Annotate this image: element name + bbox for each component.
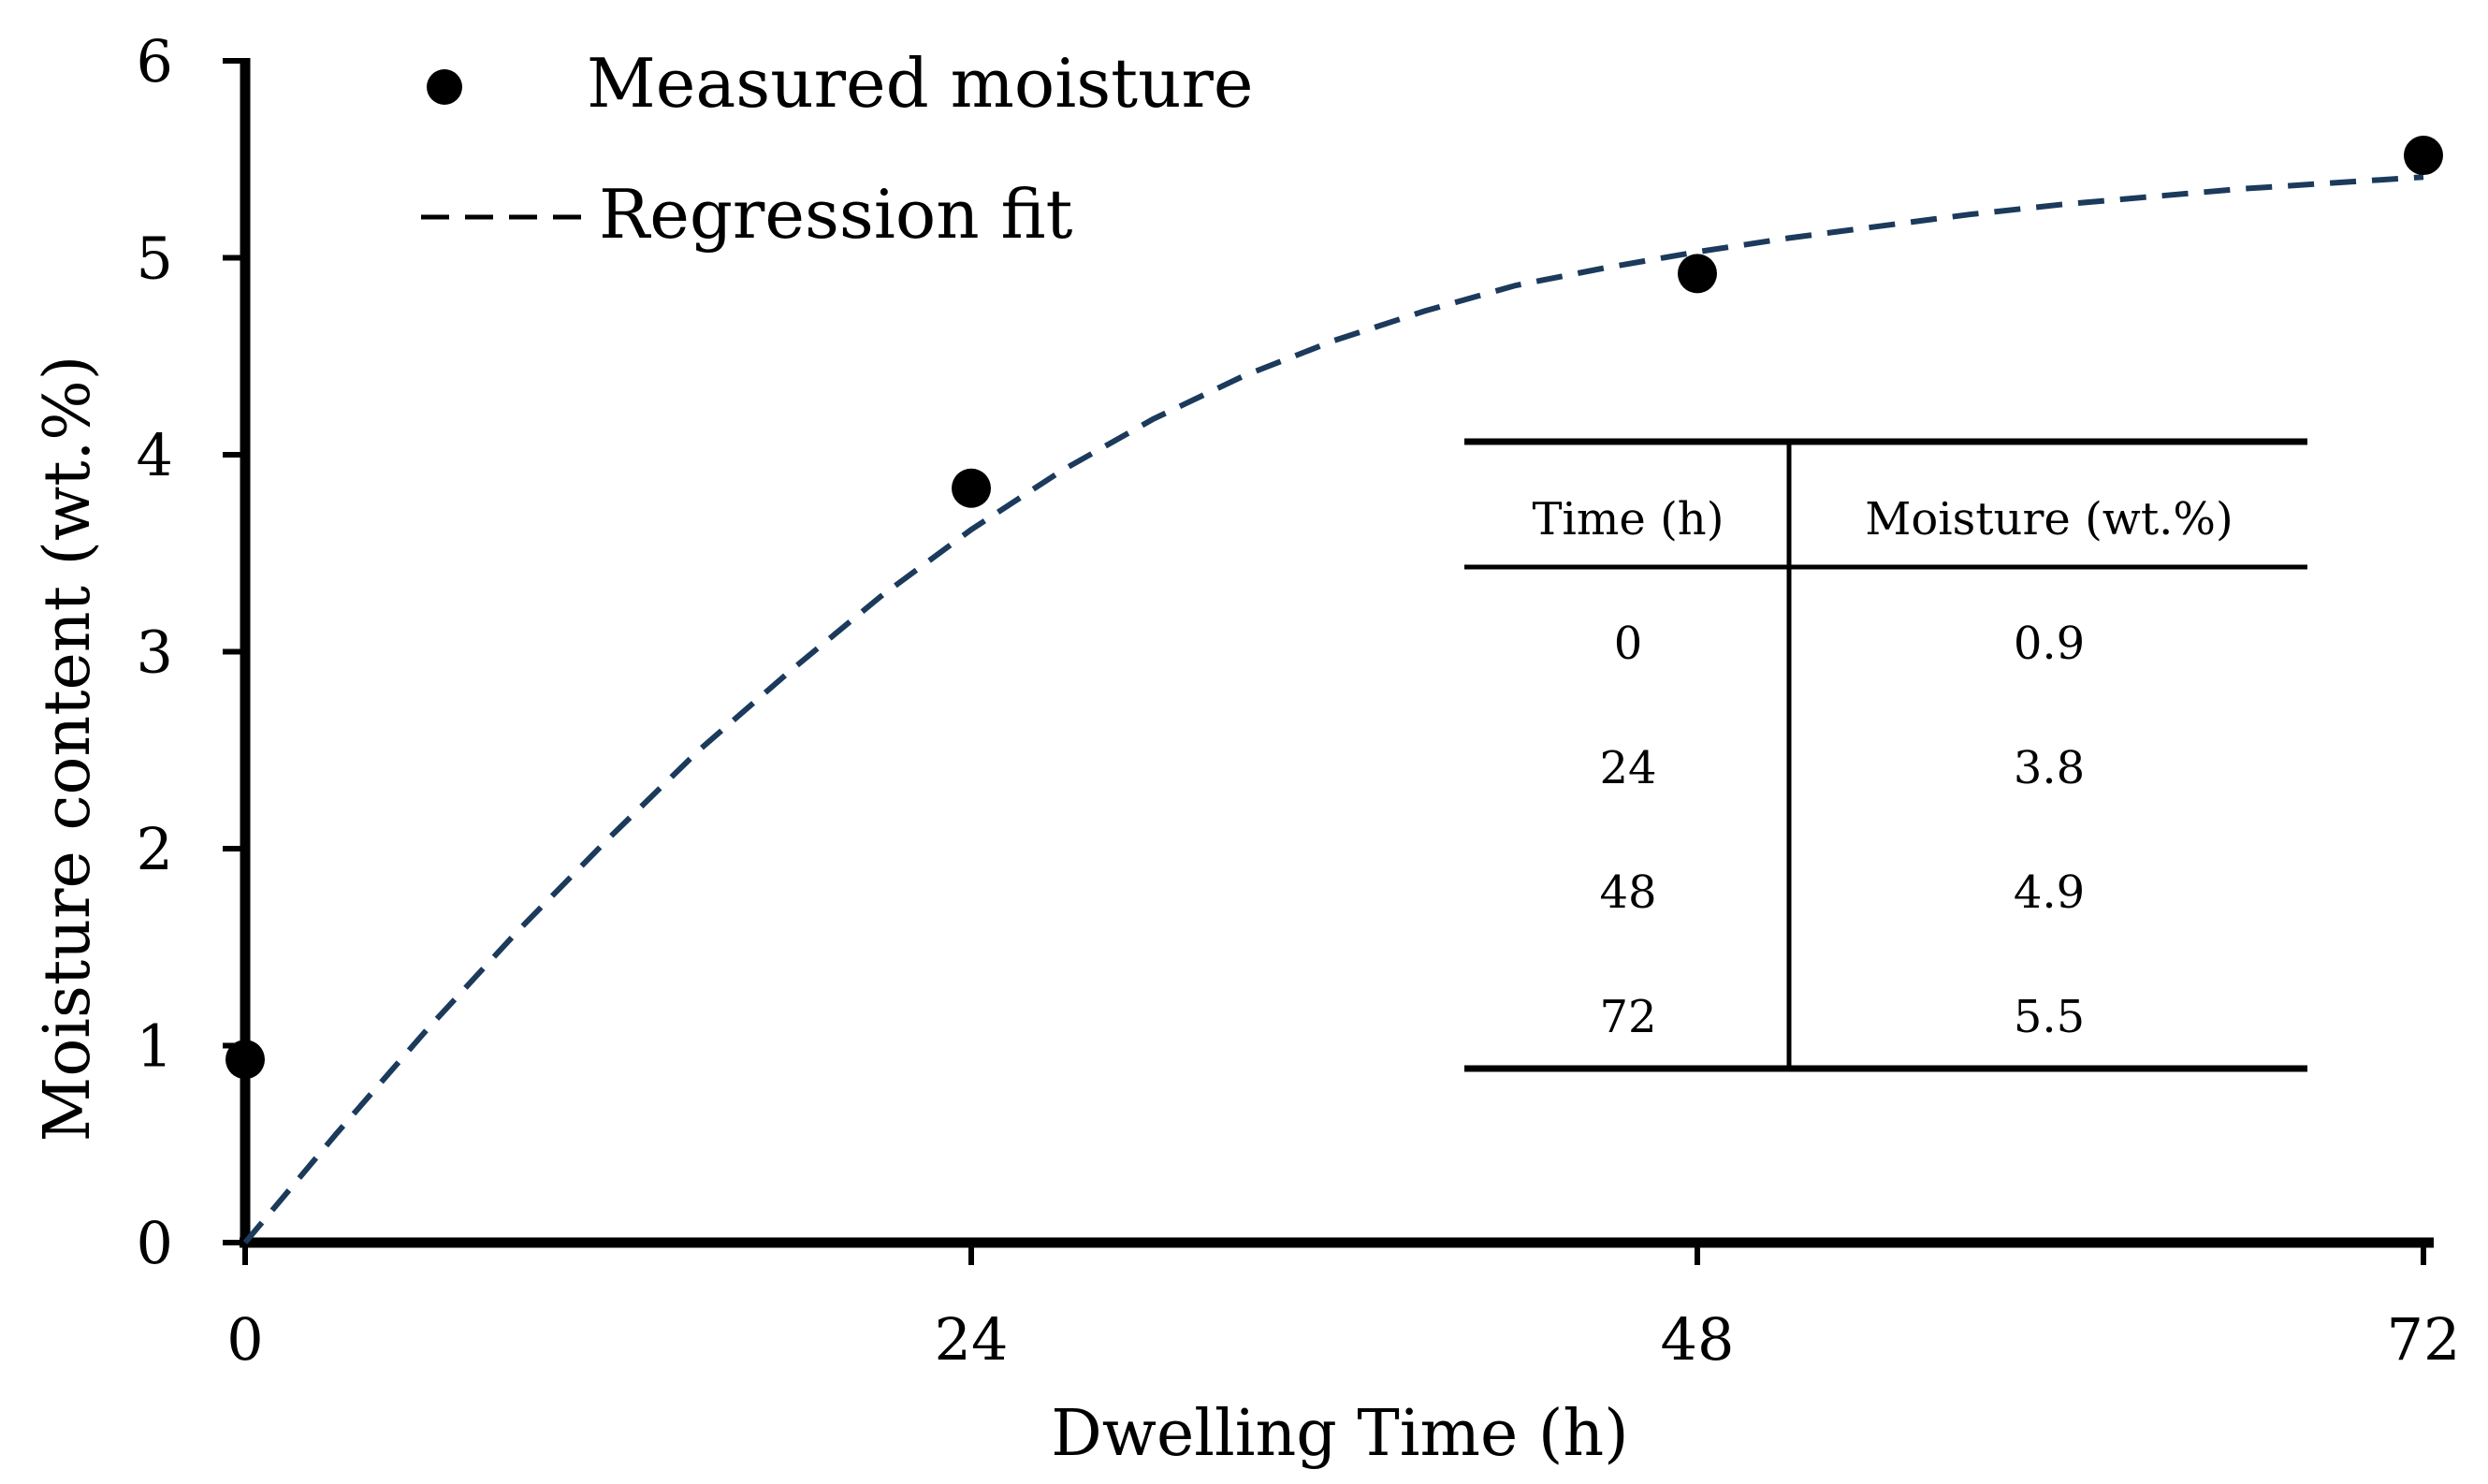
measured-point [2404, 136, 2443, 176]
y-tick-label: 3 [137, 618, 173, 687]
y-tick-label: 1 [137, 1012, 173, 1081]
legend-regression-label: Regression fit [599, 175, 1072, 254]
legend-measured-label: Measured moisture [587, 44, 1254, 123]
x-axis-title: Dwelling Time (h) [1051, 1397, 1628, 1471]
x-tick-label: 48 [1661, 1305, 1735, 1374]
table-cell-time: 72 [1599, 991, 1656, 1043]
table-cell-moisture: 0.9 [2014, 618, 2085, 670]
y-tick-label: 2 [137, 815, 173, 883]
y-axis-title: Moisture content (wt.%) [31, 356, 105, 1142]
table-cell-time: 0 [1614, 618, 1643, 670]
x-tick-label: 0 [226, 1305, 263, 1374]
y-tick-label: 4 [137, 421, 173, 489]
table-cell-moisture: 5.5 [2014, 991, 2085, 1043]
table-header-time: Time (h) [1533, 493, 1724, 546]
y-tick-label: 5 [137, 225, 173, 293]
measured-point [952, 468, 991, 508]
y-tick-label: 0 [137, 1209, 173, 1277]
measured-point [226, 1040, 265, 1080]
regression-fit-line [242, 174, 2424, 1244]
legend-measured-marker [427, 69, 462, 105]
measured-point [1678, 254, 1717, 294]
table-cell-moisture: 3.8 [2014, 742, 2085, 794]
table-cell-time: 24 [1599, 742, 1656, 794]
regression-fit-layer [242, 174, 2424, 1244]
legend: Measured moisture Regression fit [421, 44, 1254, 254]
y-axis-ticks: 0 1 2 3 4 5 6 [137, 27, 245, 1277]
table-cell-moisture: 4.9 [2014, 866, 2085, 919]
inset-table: Time (h) Moisture (wt.%) 0 0.9 24 3.8 48… [1464, 438, 2307, 1072]
x-axis-ticks: 0 24 48 72 [226, 1243, 2460, 1374]
x-tick-label: 24 [935, 1305, 1009, 1374]
table-header-moisture: Moisture (wt.%) [1865, 493, 2233, 546]
table-cell-time: 48 [1599, 866, 1656, 919]
y-tick-label: 6 [137, 27, 173, 95]
measured-points-layer [226, 136, 2443, 1080]
x-tick-label: 72 [2387, 1305, 2461, 1374]
